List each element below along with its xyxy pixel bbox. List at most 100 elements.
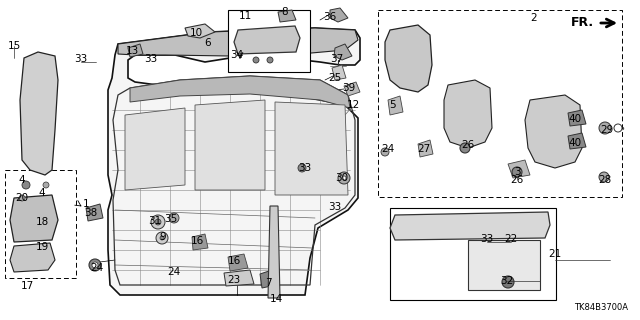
- Polygon shape: [228, 254, 248, 271]
- Text: 17: 17: [20, 281, 34, 291]
- Text: 19: 19: [35, 242, 49, 252]
- Text: 37: 37: [330, 54, 344, 64]
- Circle shape: [298, 164, 306, 172]
- Polygon shape: [130, 76, 350, 108]
- Text: 28: 28: [598, 175, 612, 185]
- Polygon shape: [128, 44, 143, 57]
- Polygon shape: [20, 52, 58, 175]
- Text: 27: 27: [417, 144, 431, 154]
- Polygon shape: [390, 212, 550, 240]
- Text: 26: 26: [510, 175, 524, 185]
- Text: 5: 5: [388, 100, 396, 110]
- Polygon shape: [268, 206, 280, 298]
- Polygon shape: [260, 270, 276, 288]
- Polygon shape: [118, 28, 358, 56]
- Polygon shape: [344, 82, 360, 96]
- Text: 8: 8: [282, 7, 288, 17]
- Circle shape: [169, 213, 179, 223]
- Circle shape: [512, 167, 522, 177]
- Polygon shape: [334, 44, 352, 60]
- Circle shape: [599, 172, 609, 182]
- Text: 38: 38: [84, 208, 98, 218]
- Polygon shape: [275, 102, 348, 195]
- Text: 34: 34: [230, 50, 244, 60]
- Text: 15: 15: [8, 41, 20, 51]
- Circle shape: [338, 172, 350, 184]
- Text: 7: 7: [265, 278, 271, 288]
- Text: 11: 11: [238, 11, 252, 21]
- Circle shape: [156, 232, 168, 244]
- Circle shape: [43, 182, 49, 188]
- Text: 22: 22: [504, 234, 518, 244]
- Text: 33: 33: [298, 163, 312, 173]
- Polygon shape: [388, 96, 403, 115]
- Text: 21: 21: [548, 249, 562, 259]
- Circle shape: [614, 124, 622, 132]
- Polygon shape: [195, 100, 265, 190]
- Circle shape: [151, 215, 165, 229]
- Text: 24: 24: [90, 263, 104, 273]
- Text: 25: 25: [328, 73, 342, 83]
- Polygon shape: [10, 195, 58, 242]
- Text: 33: 33: [74, 54, 88, 64]
- Circle shape: [342, 176, 346, 180]
- Text: 3: 3: [514, 167, 520, 177]
- Text: 16: 16: [227, 256, 241, 266]
- Text: 36: 36: [323, 12, 337, 22]
- Text: 33: 33: [145, 54, 157, 64]
- Polygon shape: [234, 26, 300, 54]
- Polygon shape: [10, 243, 55, 272]
- Text: 16: 16: [190, 236, 204, 246]
- Circle shape: [155, 219, 161, 225]
- Text: 32: 32: [500, 276, 514, 286]
- Circle shape: [253, 57, 259, 63]
- Circle shape: [381, 148, 389, 156]
- Polygon shape: [330, 8, 348, 22]
- Text: 1: 1: [83, 199, 90, 209]
- Circle shape: [599, 122, 611, 134]
- Polygon shape: [418, 140, 433, 157]
- Polygon shape: [108, 28, 360, 295]
- Polygon shape: [86, 204, 103, 221]
- Polygon shape: [8, 173, 72, 275]
- Text: 9: 9: [160, 232, 166, 242]
- Text: 35: 35: [164, 214, 178, 224]
- Text: 13: 13: [125, 46, 139, 56]
- Text: 18: 18: [35, 217, 49, 227]
- Circle shape: [92, 262, 98, 268]
- Bar: [378, 10, 622, 197]
- Polygon shape: [525, 95, 582, 168]
- Text: 29: 29: [600, 125, 614, 135]
- Bar: [468, 240, 540, 290]
- Circle shape: [89, 259, 101, 271]
- Text: 33: 33: [328, 202, 342, 212]
- Polygon shape: [185, 24, 215, 38]
- Bar: [228, 10, 310, 72]
- Text: 24: 24: [381, 144, 395, 154]
- Text: 6: 6: [205, 38, 211, 48]
- Polygon shape: [278, 10, 296, 22]
- Text: 26: 26: [461, 140, 475, 150]
- Text: 24: 24: [168, 267, 180, 277]
- Polygon shape: [192, 234, 208, 250]
- Polygon shape: [385, 25, 432, 92]
- Text: 12: 12: [346, 100, 360, 110]
- Circle shape: [460, 143, 470, 153]
- Text: 4: 4: [38, 188, 45, 198]
- Text: 4: 4: [19, 175, 26, 185]
- Polygon shape: [224, 270, 254, 286]
- Text: 20: 20: [15, 193, 29, 203]
- Polygon shape: [444, 80, 492, 148]
- Bar: [390, 208, 556, 300]
- Circle shape: [267, 57, 273, 63]
- Text: FR.: FR.: [571, 17, 594, 29]
- Polygon shape: [125, 108, 185, 190]
- Text: 23: 23: [227, 275, 241, 285]
- Polygon shape: [332, 65, 346, 80]
- Polygon shape: [568, 110, 586, 126]
- Circle shape: [502, 276, 514, 288]
- Text: 31: 31: [148, 216, 162, 226]
- Text: 10: 10: [189, 28, 203, 38]
- Text: 2: 2: [531, 13, 538, 23]
- Text: 40: 40: [568, 138, 582, 148]
